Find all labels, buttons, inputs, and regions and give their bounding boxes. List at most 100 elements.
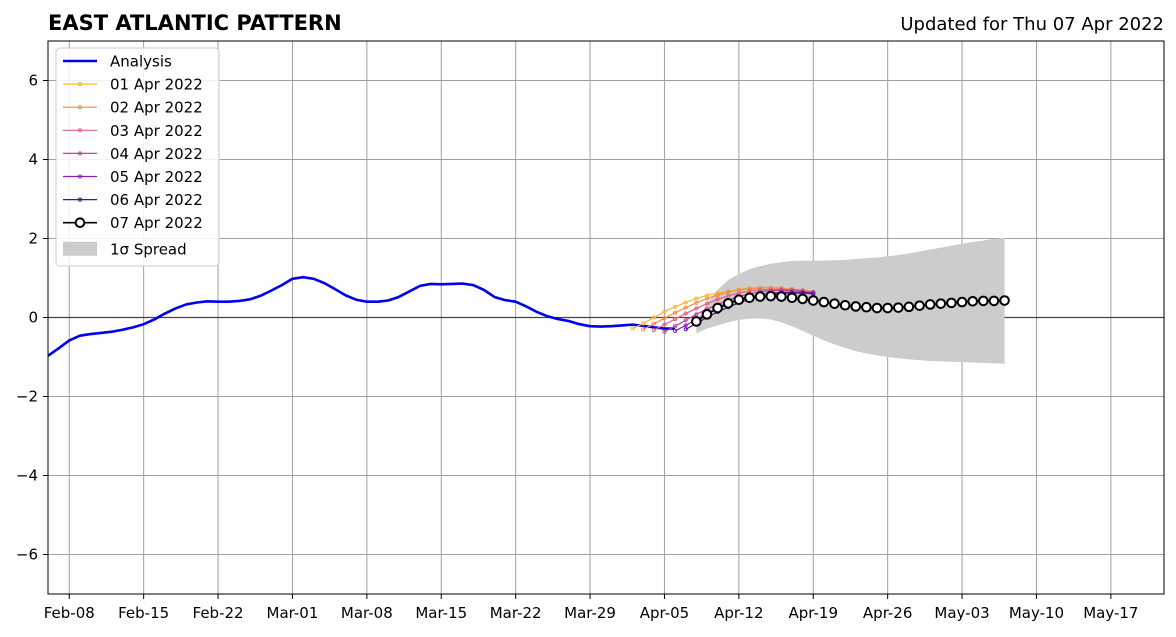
chart-title: EAST ATLANTIC PATTERN [48, 11, 342, 35]
forecast-point [704, 301, 710, 306]
latest-forecast-point [892, 302, 904, 313]
forecast-point [630, 326, 635, 331]
legend-swatch-marker [77, 174, 83, 179]
forecast-point [651, 328, 656, 333]
x-tick-label: Feb-08 [44, 604, 95, 622]
legend-swatch-marker [77, 197, 83, 202]
latest-forecast-point [903, 301, 915, 313]
x-tick-label: Mar-01 [267, 604, 319, 622]
latest-forecast-point [914, 300, 925, 311]
legend-label: 02 Apr 2022 [110, 99, 203, 117]
analysis-line [48, 275, 676, 357]
latest-forecast-point [967, 296, 978, 307]
latest-forecast-point [733, 294, 745, 306]
latest-forecast-point [786, 292, 798, 304]
legend-swatch-marker [77, 105, 83, 110]
latest-forecast-point [701, 309, 713, 320]
y-tick-label: 0 [28, 309, 38, 327]
forecast-point [673, 317, 678, 322]
latest-forecast-point [988, 295, 1000, 307]
latest-forecast-point [946, 297, 957, 309]
forecast-line [642, 287, 814, 330]
legend-box [55, 47, 220, 267]
latest-forecast-point [850, 301, 862, 312]
forecast-point [662, 329, 667, 334]
forecast-line [653, 288, 814, 331]
latest-forecast-point [978, 295, 989, 307]
x-tick-label: May-03 [934, 604, 989, 622]
y-tick-label: −6 [16, 546, 38, 564]
x-tick-label: Mar-22 [490, 604, 542, 622]
legend-label: 05 Apr 2022 [110, 168, 203, 186]
latest-forecast-point [712, 302, 723, 314]
latest-forecast-point [829, 298, 840, 309]
forecast-point [641, 321, 646, 326]
latest-forecast-point [754, 291, 766, 302]
legend-label: 04 Apr 2022 [110, 145, 203, 163]
forecast-point [683, 311, 688, 316]
x-tick-label: Mar-08 [341, 604, 393, 622]
spread-band [696, 237, 1005, 364]
forecast-point [683, 318, 688, 323]
legend-label: 01 Apr 2022 [110, 76, 203, 94]
forecast-point [683, 327, 688, 332]
plot-area: Feb-08 Feb-15 Feb-22 Mar-01 Mar-08 Mar-15 Mar-… [16, 40, 1165, 622]
x-tick-label: Feb-22 [193, 604, 244, 622]
forecast-point [651, 321, 656, 326]
series-group [48, 237, 1010, 364]
legend-swatch-marker [77, 128, 83, 133]
legend-label: 07 Apr 2022 [110, 214, 203, 232]
forecast-point [715, 292, 720, 298]
legend: Analysis 01 Apr 2022 02 Apr 2022 03 Apr 202… [55, 47, 220, 267]
latest-forecast-point [935, 298, 947, 309]
x-tick-label: Feb-15 [118, 604, 169, 622]
x-tick-label: Apr-05 [640, 604, 690, 622]
legend-swatch-marker [77, 82, 83, 87]
forecast-point [651, 315, 656, 320]
forecast-point [662, 316, 667, 321]
x-tick-label: Apr-26 [863, 604, 913, 622]
legend-swatch-marker [74, 217, 86, 228]
forecast-point [673, 310, 678, 315]
forecast-point [673, 324, 678, 329]
forecast-point [715, 297, 720, 302]
legend-swatch-marker [77, 151, 83, 156]
x-tick-label: May-10 [1009, 604, 1064, 622]
latest-forecast-point [691, 316, 702, 327]
legend-label: 06 Apr 2022 [110, 191, 203, 209]
latest-forecast-point [818, 296, 830, 308]
latest-forecast-point [776, 291, 787, 302]
chart-subtitle: Updated for Thu 07 Apr 2022 [900, 14, 1164, 35]
forecast-point [673, 328, 678, 333]
x-tick-label: Mar-15 [415, 604, 467, 622]
latest-forecast-point [765, 290, 777, 302]
x-tick-label: May-17 [1083, 604, 1138, 622]
latest-forecast-point [924, 299, 936, 310]
x-tick-label: Apr-12 [714, 604, 764, 622]
forecast-point [683, 323, 688, 328]
forecast-point [662, 309, 667, 314]
latest-forecast-point [722, 297, 734, 309]
latest-forecast-point [882, 302, 893, 314]
y-tick-label: 2 [28, 230, 38, 248]
forecast-point [694, 296, 699, 301]
legend-label: Analysis [110, 53, 172, 71]
latest-forecast-point [839, 299, 851, 311]
forecast-point [683, 305, 688, 310]
forecast-point [747, 286, 752, 291]
x-tick-label: Mar-29 [564, 604, 616, 622]
forecast-point [694, 306, 699, 311]
latest-forecast-point [797, 293, 808, 305]
forecast-point [694, 300, 699, 305]
latest-forecast-point [956, 296, 968, 308]
latest-forecast-point [861, 301, 872, 313]
latest-forecast-point [807, 295, 819, 306]
y-tick-label: 6 [28, 72, 38, 90]
forecast-point [641, 327, 646, 332]
y-tick-label: 4 [28, 151, 38, 169]
forecast-point [726, 293, 731, 298]
x-tick-label: Apr-19 [789, 604, 839, 622]
y-tick-label: −4 [16, 467, 38, 485]
legend-swatch-spread [63, 241, 97, 256]
